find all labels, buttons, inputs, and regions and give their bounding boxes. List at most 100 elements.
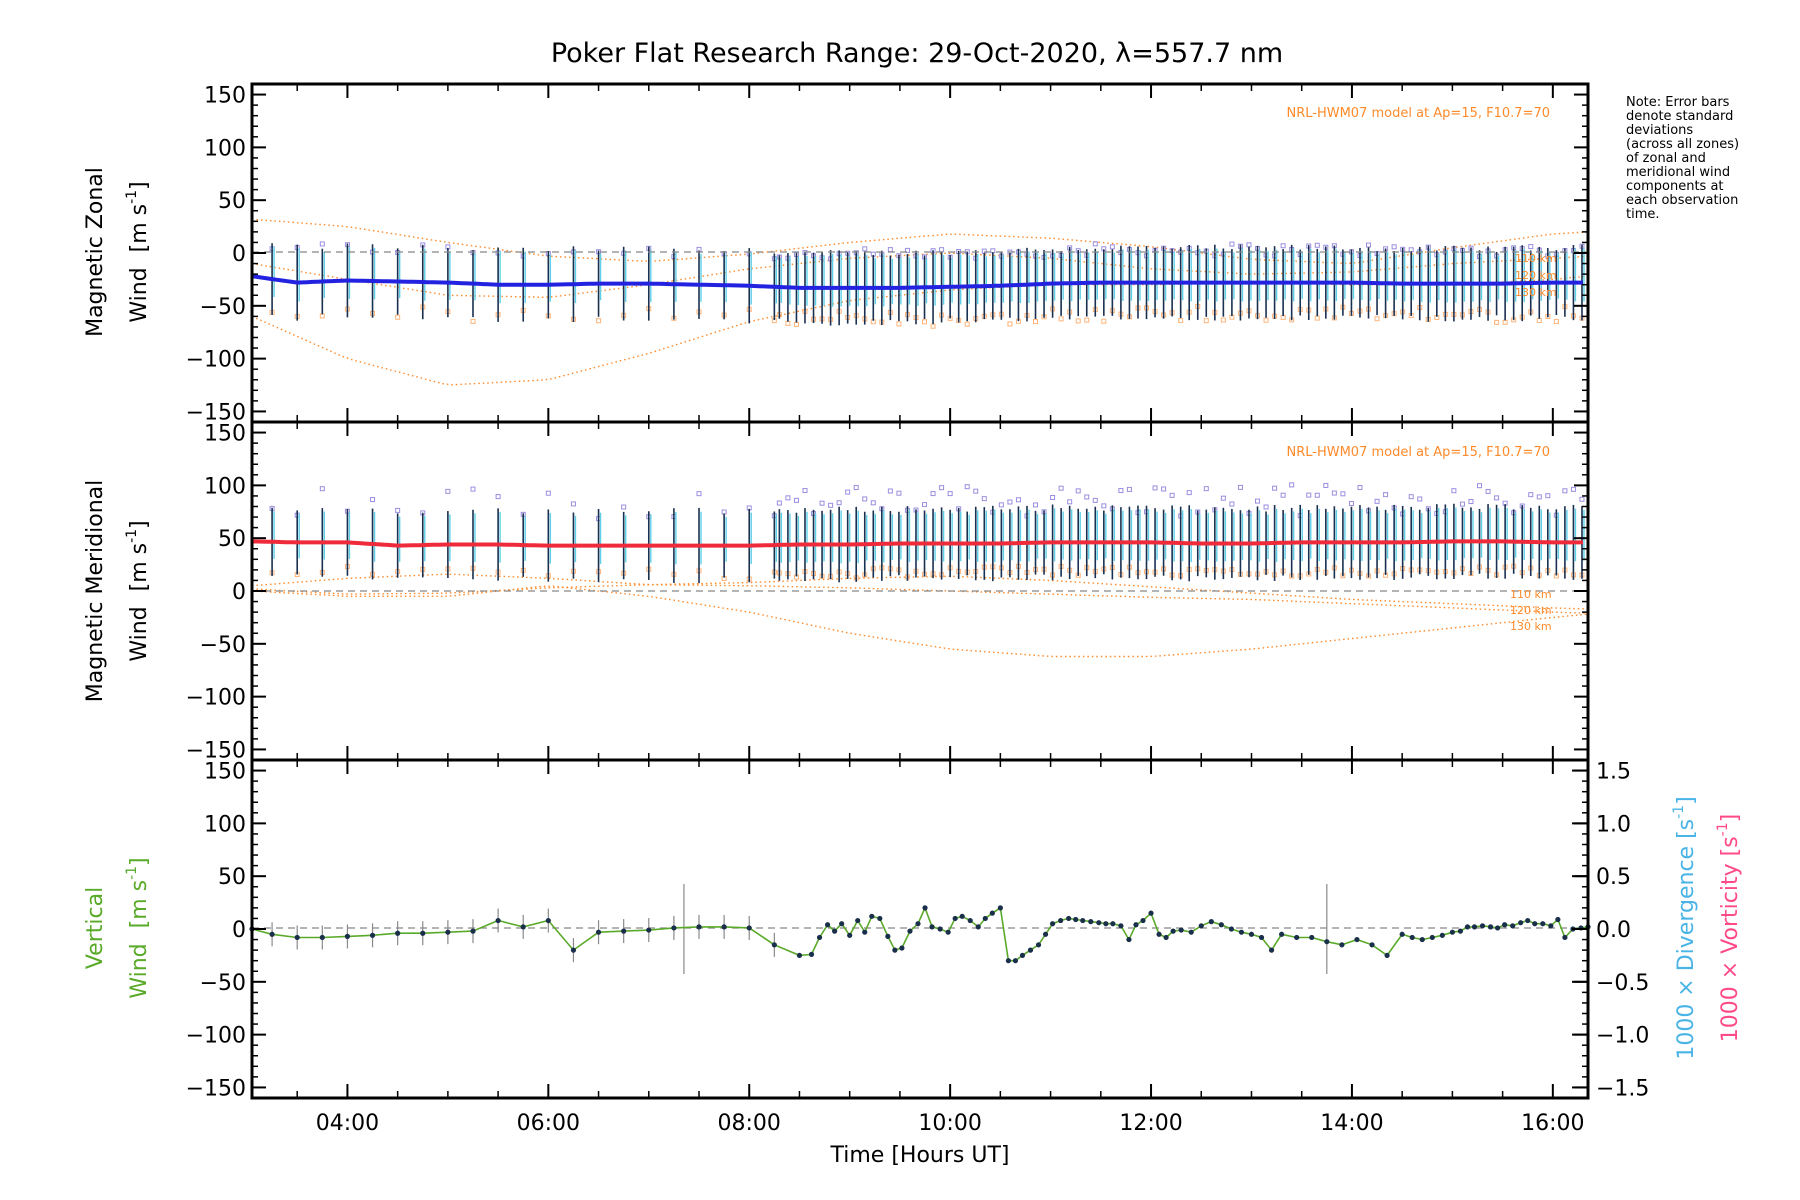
right-tick-label: −1.0 xyxy=(1596,1024,1649,1049)
y-tick-label: −150 xyxy=(186,400,246,425)
scatter-point xyxy=(870,500,876,506)
y-tick-label: 100 xyxy=(204,136,246,161)
zonal-y-ticks: 150 100 50 0 −50 −100 −150 xyxy=(186,83,1588,425)
vertical-wind-point xyxy=(1126,936,1132,943)
vertical-wind-point xyxy=(1156,931,1162,937)
vertical-wind-point xyxy=(721,924,727,930)
scatter-point xyxy=(1075,488,1081,494)
y-tick-label: −150 xyxy=(186,738,246,763)
vertical-wind-point xyxy=(1419,936,1425,943)
y-tick-label: −50 xyxy=(200,633,246,658)
meridional-ylabel-units: [m s xyxy=(127,543,152,591)
scatter-point xyxy=(904,247,910,253)
vertical-wind-point xyxy=(1502,922,1508,928)
vertical-ylabel-sup: -1 xyxy=(124,866,140,880)
vertical-wind-point xyxy=(816,934,823,941)
meridional-ylabel-line2: Wind [m s-1] xyxy=(124,520,152,661)
vertical-wind-point xyxy=(1042,931,1049,937)
scatter-point xyxy=(1118,488,1124,494)
divergence-label: 1000 × Divergence [s-1] xyxy=(1671,796,1699,1059)
x-tick-label: 14:00 xyxy=(1320,1111,1383,1136)
scatter-point xyxy=(1408,247,1414,253)
zonal-ylabel-line2: Wind [m s-1] xyxy=(124,181,152,322)
meridional-model-alt-120: 120 km xyxy=(1510,604,1552,617)
vertical-wind-point xyxy=(1208,919,1214,925)
vorticity-label-sup: -1 xyxy=(1715,822,1731,836)
vertical-wind-point xyxy=(1439,932,1445,938)
vertical-wind-point xyxy=(1005,958,1011,964)
zonal-ylabel-line1: Magnetic Zonal xyxy=(83,167,108,337)
y-tick-label: −100 xyxy=(186,348,246,373)
right-tick-label: −1.5 xyxy=(1596,1076,1649,1101)
vertical-wind-point xyxy=(1133,922,1139,928)
scatter-point xyxy=(1101,318,1107,324)
vertical-wind-point xyxy=(545,917,551,924)
scatter-point xyxy=(445,488,451,494)
y-tick-label: 50 xyxy=(218,189,246,214)
x-tick-label: 06:00 xyxy=(517,1111,580,1136)
scatter-point xyxy=(1186,490,1192,496)
scatter-point xyxy=(1374,316,1380,322)
vertical-wind-point xyxy=(1170,928,1176,934)
vertical-ylabel-line1: Vertical xyxy=(83,887,108,969)
vertical-wind-point xyxy=(646,927,652,933)
scatter-point xyxy=(1553,319,1559,325)
vertical-wind-point xyxy=(989,910,995,916)
right-tick-label: 0.5 xyxy=(1596,865,1631,890)
vertical-wind-point xyxy=(445,929,451,935)
vertical-wind-point xyxy=(1198,923,1204,929)
y-tick-label: 50 xyxy=(218,865,246,890)
scatter-point xyxy=(964,321,970,327)
time-x-ticks: 04:00 06:00 08:00 10:00 12:00 14:00 16:00 xyxy=(296,84,1585,1136)
vertical-wind-point xyxy=(982,915,988,922)
scatter-point xyxy=(1263,504,1269,510)
meridional-ylabel-line1: Magnetic Meridional xyxy=(83,480,108,702)
scatter-point xyxy=(1203,318,1209,324)
scatter-point xyxy=(1280,492,1286,498)
vertical-wind-point xyxy=(1409,934,1415,941)
meridional-ylabel-sup: -1 xyxy=(124,529,140,543)
scatter-point xyxy=(1007,499,1013,505)
vertical-wind-point xyxy=(1118,923,1124,929)
scatter-point xyxy=(1417,496,1423,502)
vertical-ylabel: Vertical Wind [m s-1] xyxy=(83,857,152,998)
scatter-point xyxy=(1323,482,1329,488)
vertical-wind-point xyxy=(1494,925,1501,931)
zonal-ylabel-sup: -1 xyxy=(124,190,140,204)
vertical-wind-point xyxy=(1218,922,1224,928)
vertical-wind-point xyxy=(1012,958,1019,964)
scatter-point xyxy=(1203,486,1209,492)
y-tick-label: 150 xyxy=(204,422,246,447)
vertical-wind-point xyxy=(1525,917,1531,924)
scatter-point xyxy=(1058,485,1064,491)
scatter-point xyxy=(1494,319,1500,325)
model-curve-0 xyxy=(251,573,1589,610)
scatter-point xyxy=(1331,490,1337,496)
x-tick-label: 12:00 xyxy=(1119,1111,1182,1136)
scatter-point xyxy=(793,321,799,327)
scatter-point xyxy=(1528,492,1534,498)
note-line: meridional wind xyxy=(1626,165,1731,180)
scatter-point xyxy=(862,246,868,252)
scatter-point xyxy=(1579,496,1585,502)
scatter-point xyxy=(1562,488,1568,494)
zonal-model-curves xyxy=(251,218,1589,386)
scatter-point xyxy=(998,502,1004,508)
zonal-panel: 150 100 50 0 −50 −100 −150 NRL-HWM07 model at … xyxy=(83,83,1589,425)
vertical-wind-point xyxy=(899,945,905,951)
scatter-point xyxy=(1545,493,1551,499)
meridional-mean-line xyxy=(251,539,1583,548)
vertical-wind-point xyxy=(1354,936,1360,943)
vertical-wind-point xyxy=(1479,923,1486,929)
scatter-point xyxy=(1033,502,1039,508)
scatter-point xyxy=(370,497,376,503)
vertical-wind-point xyxy=(869,913,875,919)
vertical-wind-point xyxy=(1188,929,1194,935)
vertical-wind-point xyxy=(1555,916,1561,923)
vertical-wind-point xyxy=(1324,939,1330,945)
meridional-y-ticks: 150 100 50 0 −50 −100 −150 xyxy=(186,421,1588,763)
meridional-ylabel-wind: Wind xyxy=(127,606,152,661)
scatter-point xyxy=(721,509,727,515)
vertical-wind-point xyxy=(520,924,526,930)
vertical-wind-point xyxy=(847,932,853,938)
